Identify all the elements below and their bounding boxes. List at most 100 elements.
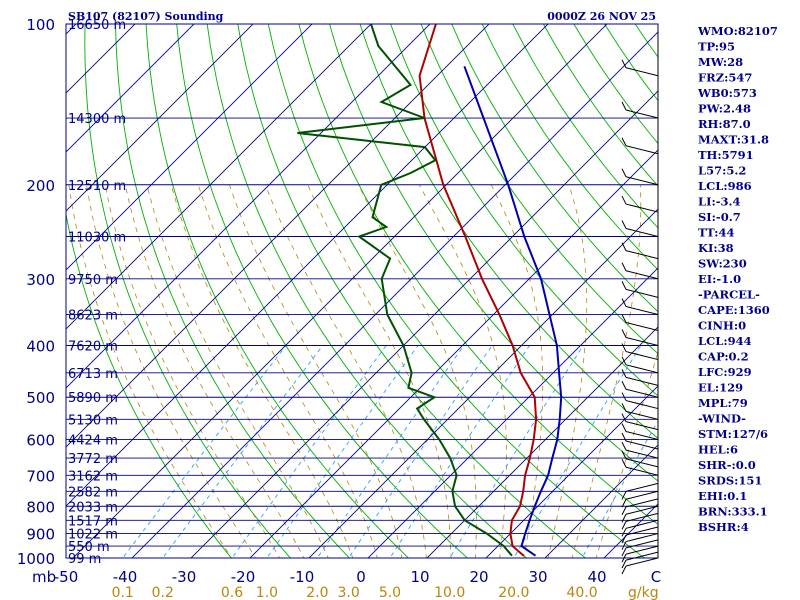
index-value: -WIND- xyxy=(698,412,746,426)
index-value: SHR-:0.0 xyxy=(698,458,756,472)
dry-adiabat xyxy=(420,24,658,355)
isotherm xyxy=(544,444,658,558)
moist-adiabat xyxy=(547,184,588,558)
temp-tick-label: C xyxy=(651,568,661,586)
pressure-tick-label: 800 xyxy=(26,498,55,516)
wind-barb xyxy=(625,482,659,492)
index-value: MW:28 xyxy=(698,55,743,69)
wind-barb xyxy=(625,176,659,186)
height-label: 5130 m xyxy=(68,413,118,428)
wind-barb-feather xyxy=(621,499,627,508)
wind-barb-feather xyxy=(621,559,627,569)
pressure-tick-label: 900 xyxy=(26,526,55,544)
wind-barb-feather xyxy=(621,441,627,451)
wind-barb-feather xyxy=(621,534,627,544)
height-label: 550 m xyxy=(68,540,110,555)
wind-barb-feather xyxy=(621,413,627,422)
wind-barb-feather xyxy=(621,506,627,516)
index-value: FRZ:547 xyxy=(698,71,752,85)
index-value: WB0:573 xyxy=(697,86,757,100)
index-value: EL:129 xyxy=(698,381,743,395)
wind-barb-feather xyxy=(621,329,627,338)
index-value: CAP:0.2 xyxy=(698,350,749,364)
mixing-ratio-line xyxy=(581,420,658,558)
index-value: STM:127/6 xyxy=(698,427,768,441)
wind-barb-feather xyxy=(621,432,627,442)
wind-barb xyxy=(625,145,659,155)
index-value: CAPE:1360 xyxy=(698,303,770,317)
height-label: 1517 m xyxy=(68,514,118,529)
wind-barb xyxy=(625,490,659,500)
index-value: BRN:333.1 xyxy=(698,505,768,519)
index-value: LI:-3.4 xyxy=(698,195,741,209)
isotherm xyxy=(190,90,658,558)
isotherm xyxy=(66,24,431,389)
wind-barb-feather xyxy=(621,450,627,460)
isotherm xyxy=(66,24,372,330)
index-value: WMO:82107 xyxy=(697,24,778,38)
height-label: 7620 m xyxy=(68,340,118,355)
temp-tick-label: 20 xyxy=(469,568,488,586)
wind-barb xyxy=(625,421,659,431)
wind-barb-feather xyxy=(621,137,627,147)
mixing-ratio-label: 3.0 xyxy=(337,585,359,600)
height-label: 4424 m xyxy=(68,434,118,449)
wind-barb-feather xyxy=(621,369,627,378)
dry-adiabat xyxy=(298,24,658,525)
mixing-ratio-unit: g/kg xyxy=(628,585,659,600)
index-value: L57:5.2 xyxy=(698,164,746,178)
dry-adiabat xyxy=(757,24,800,569)
wind-barb-feather xyxy=(621,262,627,272)
dry-adiabat xyxy=(237,24,587,558)
dry-adiabat xyxy=(481,24,658,271)
wind-barb xyxy=(625,533,659,543)
isotherm xyxy=(66,24,313,271)
index-value: MPL:79 xyxy=(698,396,748,410)
wind-barb xyxy=(625,498,659,508)
wind-barb-feather xyxy=(621,541,627,550)
mixing-ratio-line xyxy=(316,345,465,558)
wind-barb-feather xyxy=(621,528,627,537)
wind-barb xyxy=(625,505,659,515)
wind-barb xyxy=(625,388,659,398)
wind-barb-feather xyxy=(621,59,627,68)
mixing-ratio-label: 0.6 xyxy=(221,585,243,600)
moist-adiabat xyxy=(419,184,507,558)
height-label: 16650 m xyxy=(68,18,126,33)
sounding-time: 0000Z 26 NOV 25 xyxy=(547,10,656,23)
wind-barb-feather xyxy=(621,459,627,468)
moist-adiabat xyxy=(197,184,378,558)
index-value: TH:5791 xyxy=(698,148,754,162)
wind-barb-feather xyxy=(621,242,627,251)
height-label: 3772 m xyxy=(68,452,118,467)
wind-barb xyxy=(625,539,659,549)
dry-adiabat xyxy=(359,24,658,439)
wind-barb-feather xyxy=(621,547,627,557)
pressure-tick-label: 300 xyxy=(26,271,55,289)
temp-tick-label: -30 xyxy=(172,568,197,586)
dry-adiabat xyxy=(145,24,410,558)
wind-barb xyxy=(625,458,659,468)
height-label: 12510 m xyxy=(68,179,126,194)
index-value: SRDS:151 xyxy=(698,474,762,488)
dry-adiabat xyxy=(176,24,469,558)
temp-tick-label: 10 xyxy=(410,568,429,586)
moist-adiabat xyxy=(571,184,642,558)
mixing-ratio-line xyxy=(162,345,324,558)
wind-barb xyxy=(625,512,659,522)
index-value: HEL:6 xyxy=(698,443,738,457)
index-value: BSHR:4 xyxy=(698,520,749,534)
wind-barb-feather xyxy=(621,403,627,412)
pressure-tick-label: 600 xyxy=(26,432,55,450)
mixing-ratio-label: 20.0 xyxy=(498,585,529,600)
wind-barb-feather xyxy=(621,381,627,390)
wind-barb-feather xyxy=(621,220,627,229)
wind-barb-feather xyxy=(621,298,627,307)
height-label: 6713 m xyxy=(68,367,118,382)
wind-barb-feather xyxy=(621,168,627,177)
wind-barb-feather xyxy=(621,521,627,530)
isotherm xyxy=(66,24,490,448)
mixing-ratio-label: 5.0 xyxy=(379,585,401,600)
dry-adiabat xyxy=(206,24,528,558)
height-label: 9750 m xyxy=(68,273,118,288)
